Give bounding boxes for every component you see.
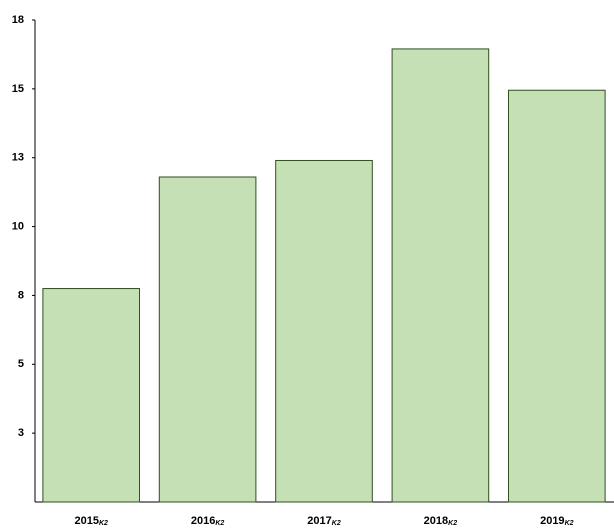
y-tick-label: 3: [18, 427, 24, 439]
bar: [507, 89, 606, 503]
x-tick-label: 2018K2: [424, 515, 458, 527]
bar: [158, 176, 257, 503]
x-tick-label: 2017K2: [307, 515, 341, 527]
y-tick-label: 10: [12, 220, 24, 232]
x-tick-suffix: K2: [215, 520, 224, 527]
y-tick-label: 5: [18, 358, 24, 370]
x-tick-year: 2019: [540, 515, 564, 527]
x-tick-label: 2019K2: [540, 515, 574, 527]
x-tick-label: 2015K2: [74, 515, 108, 527]
y-tick-label: 13: [12, 152, 24, 164]
x-tick-suffix: K2: [448, 520, 457, 527]
x-tick-year: 2017: [307, 515, 331, 527]
x-tick-label: 2016K2: [191, 515, 225, 527]
x-tick-year: 2015: [74, 515, 98, 527]
x-tick-suffix: K2: [565, 520, 574, 527]
x-tick-year: 2018: [424, 515, 448, 527]
x-tick-year: 2016: [191, 515, 215, 527]
y-tick-label: 18: [12, 14, 24, 26]
x-tick-suffix: K2: [332, 520, 341, 527]
bar: [275, 159, 373, 503]
x-tick-suffix: K2: [99, 520, 108, 527]
y-tick-label: 8: [18, 289, 24, 301]
y-tick-label: 15: [12, 83, 24, 95]
bar: [42, 288, 141, 503]
bar: [391, 48, 490, 503]
